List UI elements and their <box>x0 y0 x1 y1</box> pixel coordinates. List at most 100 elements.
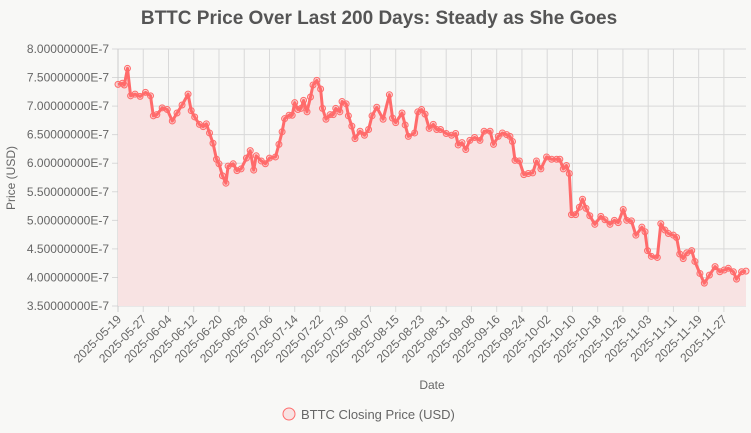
data-point <box>562 162 570 170</box>
data-point <box>688 247 696 255</box>
data-point <box>458 139 466 147</box>
data-point <box>532 157 540 165</box>
data-point <box>252 152 260 160</box>
data-point <box>733 275 741 283</box>
y-tick-label: 8.00000000E-7 <box>27 42 109 56</box>
data-point <box>619 205 627 213</box>
y-tick-label: 5.50000000E-7 <box>27 185 109 199</box>
y-axis-label: Price (USD) <box>4 146 18 210</box>
series-markers <box>114 64 750 287</box>
data-point <box>641 228 649 236</box>
legend-item[interactable]: BTTC Closing Price (USD) <box>282 407 455 422</box>
x-axis: 2025-05-192025-05-272025-06-042025-06-12… <box>71 312 730 366</box>
data-point <box>141 88 149 96</box>
data-point <box>421 110 429 118</box>
data-point <box>209 139 217 147</box>
data-point <box>705 271 713 279</box>
data-point <box>317 85 325 93</box>
data-point <box>418 106 426 114</box>
data-point <box>291 99 299 107</box>
data-point <box>265 154 273 162</box>
data-point <box>218 172 226 180</box>
y-tick-label: 6.50000000E-7 <box>27 128 109 142</box>
series-line <box>117 66 747 285</box>
data-point <box>572 211 580 219</box>
data-point <box>537 165 545 173</box>
data-point <box>163 106 171 114</box>
data-point <box>184 90 192 98</box>
data-point <box>679 255 687 263</box>
y-tick-label: 5.00000000E-7 <box>27 213 109 227</box>
data-point <box>425 124 433 132</box>
y-axis: 8.00000000E-7 7.50000000E-7 7.00000000E-7 6… <box>27 42 109 313</box>
legend-circle-icon <box>282 407 296 421</box>
data-point <box>627 217 635 225</box>
data-point <box>653 253 661 261</box>
data-point <box>437 126 445 134</box>
data-point <box>462 146 470 154</box>
data-point <box>711 263 719 271</box>
data-point <box>582 204 590 212</box>
legend-label: BTTC Closing Price (USD) <box>301 407 455 422</box>
data-point <box>275 140 283 148</box>
data-point <box>309 81 317 89</box>
data-point <box>480 127 488 135</box>
data-point <box>452 130 460 138</box>
data-point <box>529 169 537 177</box>
y-tick-label: 6.00000000E-7 <box>27 156 109 170</box>
y-tick-label: 4.50000000E-7 <box>27 242 109 256</box>
data-point <box>222 179 230 187</box>
data-point <box>606 220 614 228</box>
data-point <box>242 154 250 162</box>
data-point <box>601 216 609 224</box>
data-point <box>303 108 311 116</box>
data-point <box>136 92 144 100</box>
data-point <box>579 195 587 203</box>
data-point <box>632 231 640 239</box>
data-point <box>414 108 422 116</box>
data-point <box>342 100 350 108</box>
x-axis-label: Date <box>419 378 445 392</box>
data-point <box>724 264 732 272</box>
data-point <box>202 120 210 128</box>
data-point <box>644 247 652 255</box>
data-point <box>215 160 223 168</box>
data-point <box>120 81 128 89</box>
data-point <box>191 113 199 121</box>
data-point <box>429 120 437 128</box>
data-point <box>246 147 254 155</box>
data-point <box>360 131 368 139</box>
data-point <box>271 153 279 161</box>
data-point <box>351 135 359 143</box>
data-point <box>373 103 381 111</box>
data-point <box>647 252 655 260</box>
data-point <box>300 96 308 104</box>
data-point <box>696 269 704 277</box>
y-tick-label: 4.00000000E-7 <box>27 270 109 284</box>
data-point <box>348 122 356 130</box>
data-point <box>586 212 594 220</box>
data-point <box>250 166 258 174</box>
data-point <box>548 155 556 163</box>
data-point <box>318 104 326 112</box>
y-tick-label: 7.00000000E-7 <box>27 99 109 113</box>
data-point <box>379 115 387 123</box>
data-point <box>398 109 406 117</box>
data-point <box>556 155 564 163</box>
data-point <box>365 126 373 134</box>
data-point <box>123 64 131 72</box>
data-point <box>673 233 681 241</box>
data-point <box>565 170 573 178</box>
data-point <box>490 140 498 148</box>
data-point <box>322 115 330 123</box>
data-point <box>591 220 599 228</box>
data-point <box>187 107 195 115</box>
data-point <box>237 165 245 173</box>
data-point <box>404 132 412 140</box>
data-point <box>515 157 523 165</box>
data-point <box>336 108 344 116</box>
data-point <box>178 101 186 109</box>
data-point <box>392 119 400 127</box>
data-point <box>729 268 737 276</box>
chart-title: BTTC Price Over Last 200 Days: Steady as… <box>141 8 617 29</box>
